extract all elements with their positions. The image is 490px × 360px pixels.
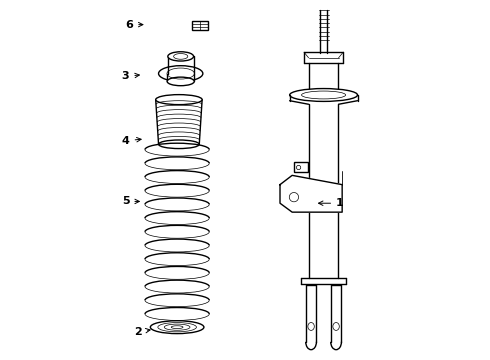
Ellipse shape [159, 66, 203, 81]
Polygon shape [280, 175, 342, 212]
Ellipse shape [159, 140, 199, 149]
Ellipse shape [168, 52, 194, 61]
Bar [193, 21, 208, 30]
Ellipse shape [290, 89, 358, 102]
Text: 6: 6 [125, 19, 143, 30]
Bar [294, 162, 308, 172]
Ellipse shape [156, 95, 202, 105]
Text: 4: 4 [122, 136, 141, 146]
Text: 1: 1 [318, 198, 344, 208]
Ellipse shape [150, 321, 204, 334]
Text: 5: 5 [122, 197, 139, 206]
Text: 2: 2 [134, 327, 150, 337]
Ellipse shape [167, 77, 194, 86]
Text: 3: 3 [122, 71, 139, 81]
